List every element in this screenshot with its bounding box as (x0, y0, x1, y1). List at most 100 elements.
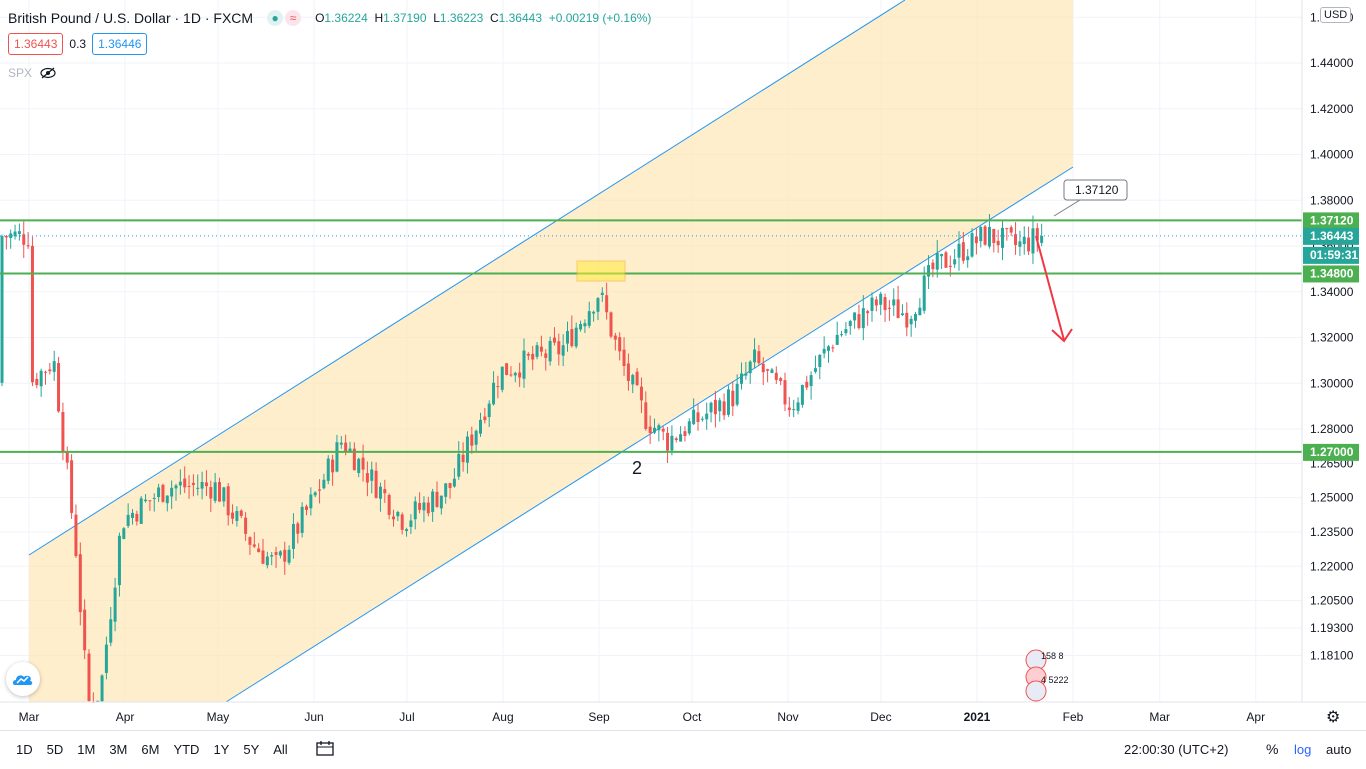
candle-body (974, 236, 978, 244)
symbol-title[interactable]: British Pound / U.S. Dollar · 1D · FXCM (8, 10, 254, 26)
timeframe-5y[interactable]: 5Y (243, 742, 260, 757)
candle-body (644, 402, 648, 429)
candle-body (631, 375, 635, 385)
candle-body (922, 275, 926, 311)
candle-body (487, 403, 491, 418)
candle-body (944, 252, 948, 268)
x-tick-label: Apr (116, 710, 135, 724)
candle-body (713, 399, 717, 415)
candle-body (900, 313, 904, 316)
buy-price-button[interactable]: 1.36446 (92, 33, 148, 55)
x-tick-label: Sep (588, 710, 610, 724)
x-tick-label: May (207, 710, 230, 724)
candle-body (835, 334, 839, 345)
gear-icon[interactable]: ⚙ (1326, 709, 1341, 726)
price-label-text: 1.36443 (1310, 229, 1354, 243)
log-scale-toggle[interactable]: log (1294, 742, 1312, 757)
candle-body (539, 346, 543, 352)
candle-body (592, 311, 596, 314)
candle-body (17, 231, 21, 234)
wave-label: 2 (632, 458, 642, 478)
compare-symbol[interactable]: SPX (8, 66, 33, 80)
data-delay-icon[interactable]: ≈ (285, 10, 302, 26)
candle-body (718, 400, 722, 412)
timeframe-ytd[interactable]: YTD (173, 742, 200, 757)
candle-body (748, 361, 752, 374)
candle-body (357, 458, 361, 474)
timeframe-buttons: 1D 5D 1M 3M 6M YTD 1Y 5Y All (16, 742, 302, 757)
price-label-box (1303, 212, 1359, 230)
candle-body (361, 457, 365, 470)
candle-body (661, 428, 665, 432)
candle-body (191, 482, 195, 485)
candle-body (222, 487, 226, 502)
timeframe-1y[interactable]: 1Y (213, 742, 230, 757)
candle-body (352, 448, 356, 471)
candle-body (183, 478, 187, 488)
candle-body (1035, 228, 1039, 241)
candle-body (522, 350, 526, 379)
candle-body (761, 363, 765, 373)
candle-body (1031, 228, 1035, 254)
candle-body (953, 259, 957, 265)
candle-body (622, 349, 626, 367)
timeframe-all[interactable]: All (273, 742, 288, 757)
candle-body (448, 483, 452, 488)
highlight-box (576, 260, 626, 282)
y-tick-label: 1.19300 (1310, 621, 1354, 635)
percent-scale-toggle[interactable]: % (1266, 741, 1279, 757)
timeframe-5d[interactable]: 5D (46, 742, 64, 757)
candle-body (52, 361, 56, 372)
candle-body (818, 354, 822, 367)
candle-body (740, 373, 743, 384)
candle-body (348, 448, 352, 452)
candle-body (326, 458, 330, 481)
candle-body (26, 245, 30, 247)
timeframe-3m[interactable]: 3M (109, 742, 128, 757)
session-clock[interactable]: 22:00:30 (UTC+2) (1124, 742, 1229, 757)
candle-body (927, 265, 931, 277)
candle-body (566, 331, 569, 344)
candle-body (692, 409, 696, 425)
candle-body (170, 487, 174, 497)
x-tick-label: Oct (683, 710, 702, 724)
spread-value: 0.3 (69, 37, 87, 51)
sell-price-button[interactable]: 1.36443 (8, 33, 64, 55)
price-callout-box (1063, 179, 1128, 201)
candle-body (552, 337, 556, 343)
x-tick-label: Jun (304, 710, 323, 724)
candle-body (65, 452, 69, 463)
candle-body (1014, 234, 1018, 246)
auto-scale-toggle[interactable]: auto (1326, 742, 1352, 757)
candle-body (544, 353, 548, 358)
candle-body (874, 299, 878, 306)
candle-body (587, 311, 591, 326)
timeframe-6m[interactable]: 6M (141, 742, 160, 757)
candle-body (492, 382, 496, 405)
candle-body (57, 363, 61, 412)
candle-body (774, 372, 778, 380)
candle-body (318, 489, 322, 491)
candle-body (235, 511, 239, 521)
candle-body (300, 506, 304, 533)
candle-body (840, 334, 844, 336)
candle-body (666, 432, 670, 451)
candle-body (600, 292, 604, 296)
currency-badge[interactable]: USD (1320, 7, 1352, 23)
candle-body (787, 407, 791, 411)
timeframe-1d[interactable]: 1D (16, 742, 33, 757)
candle-body (800, 384, 804, 405)
candle-body (883, 297, 887, 311)
market-status-icon[interactable]: ● (267, 10, 284, 26)
high-value: 1.37190 (383, 11, 427, 25)
hidden-eye-icon[interactable] (40, 67, 56, 79)
timeframe-1m[interactable]: 1M (77, 742, 96, 757)
tradingview-logo[interactable] (6, 662, 40, 696)
candle-body (579, 323, 583, 330)
price-callout-text: 1.37120 (1075, 183, 1119, 197)
candle-body (274, 552, 278, 555)
y-tick-label: 1.40000 (1310, 148, 1354, 162)
candle-body (109, 619, 113, 643)
date-range-icon[interactable] (316, 740, 334, 759)
